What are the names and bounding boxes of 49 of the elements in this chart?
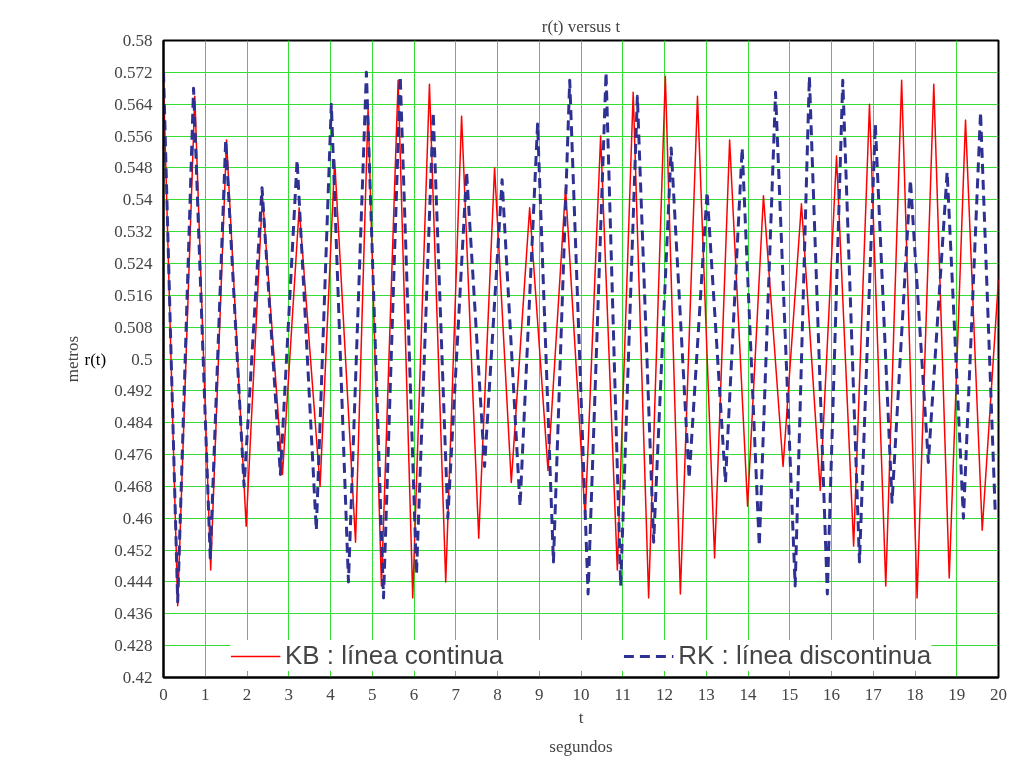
x-tick-label: 14 xyxy=(739,684,757,704)
text: segundos xyxy=(549,736,613,756)
y-tick-label: 0.54 xyxy=(122,190,153,210)
x-tick-label: 7 xyxy=(451,684,461,704)
text: r(t) xyxy=(84,349,107,369)
y-tick-label: 0.452 xyxy=(114,540,153,560)
y-tick-label: 0.532 xyxy=(114,222,153,242)
x-tick-label: 11 xyxy=(614,684,631,704)
chart-title: r(t) versus t xyxy=(541,16,621,36)
y-tick-label: 0.508 xyxy=(114,317,153,337)
x-tick-label: 8 xyxy=(493,684,502,704)
y-tick-label: 0.516 xyxy=(114,285,153,305)
x-tick-label: 5 xyxy=(368,684,377,704)
y-tick-label: 0.548 xyxy=(114,158,153,178)
y-tick-label: 0.5 xyxy=(131,349,153,369)
x-tick-label: 18 xyxy=(906,684,924,704)
y-tick-label: 0.476 xyxy=(114,445,153,465)
y-tick-label: 0.42 xyxy=(122,668,153,687)
y-tick-label: 0.524 xyxy=(114,253,153,273)
y-tick-label: 0.468 xyxy=(114,476,153,496)
x-tick-label: 1 xyxy=(201,684,210,704)
x-tick-label: 20 xyxy=(990,684,1007,704)
x-tick-label: 9 xyxy=(535,684,544,704)
x-tick-label: 2 xyxy=(242,684,252,704)
y-tick-label: 0.556 xyxy=(114,126,153,146)
y-tick-label: 0.46 xyxy=(122,508,153,528)
y-tick-label: 0.564 xyxy=(114,94,153,114)
x-tick-label: 3 xyxy=(284,684,293,704)
x-tick-label: 12 xyxy=(656,684,673,704)
y-tick-label: 0.484 xyxy=(114,413,153,433)
y-tick-label: 0.436 xyxy=(114,604,153,624)
y-tick-label: 0.492 xyxy=(114,381,153,401)
y-tick-label: 0.428 xyxy=(114,636,153,656)
y-tick-label: 0.444 xyxy=(114,572,153,592)
x-tick-label: 4 xyxy=(326,684,336,704)
y-axis-title: metros xyxy=(62,335,82,383)
x-tick-label: 6 xyxy=(409,684,419,704)
x-tick-label: 0 xyxy=(159,684,168,704)
legend-label: KB : línea continua xyxy=(284,640,504,671)
x-tick-label: 10 xyxy=(572,684,590,704)
y-tick-label: 0.572 xyxy=(114,62,153,82)
x-tick-label: 13 xyxy=(697,684,715,704)
x-tick-label: 17 xyxy=(864,684,883,704)
x-tick-label: 19 xyxy=(948,684,966,704)
x-tick-label: 15 xyxy=(781,684,799,704)
x-axis-title: t xyxy=(578,707,584,727)
legend-label: RK : línea discontinua xyxy=(678,640,932,671)
x-tick-label: 16 xyxy=(823,684,840,704)
y-tick-label: 0.58 xyxy=(122,31,153,50)
